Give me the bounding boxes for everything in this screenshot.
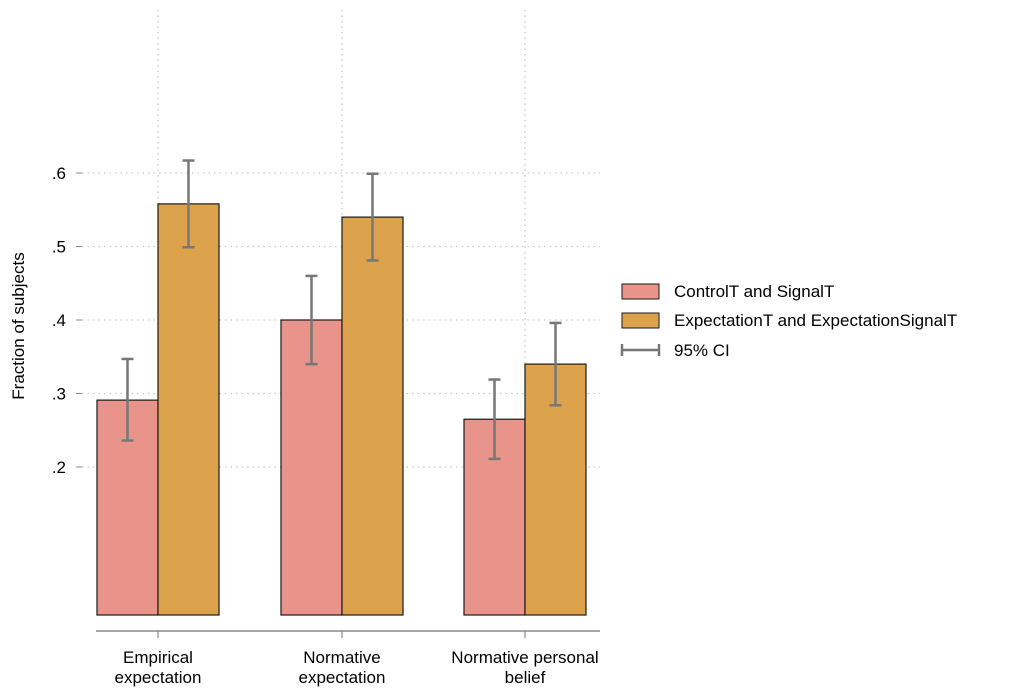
y-tick-label: .5: [52, 238, 66, 257]
x-tick-label-line: Empirical: [123, 648, 193, 667]
legend-item: ExpectationT and ExpectationSignalT: [621, 311, 957, 330]
y-tick-label: .2: [52, 458, 66, 477]
x-tick-label: Normative expectation: [299, 648, 386, 687]
x-tick-label: Normative personal belief: [451, 648, 598, 687]
legend-item: ControlT and SignalT: [621, 282, 834, 301]
x-tick-label-line: Normative: [303, 648, 380, 667]
legend: ControlT and SignalT ExpectationT and Exp…: [620, 282, 957, 360]
x-tick-label-line: expectation: [299, 668, 386, 687]
error-bar: [366, 172, 379, 262]
legend-swatch: [621, 283, 660, 300]
x-tick-label: Empirical expectation: [115, 648, 202, 687]
x-tick-label-line: belief: [505, 668, 546, 687]
y-tick-label: .6: [52, 164, 66, 183]
legend-label: 95% CI: [674, 341, 730, 360]
legend-item: 95% CI: [620, 341, 730, 360]
error-bar: [305, 274, 318, 366]
y-tick-label: .3: [52, 385, 66, 404]
legend-label: ExpectationT and ExpectationSignalT: [674, 311, 957, 330]
legend-label: ControlT and SignalT: [674, 282, 834, 301]
bars: [96, 203, 587, 616]
bar: [341, 216, 404, 616]
y-axis-label: Fraction of subjects: [9, 252, 28, 399]
legend-swatch: [621, 312, 660, 329]
error-bar: [121, 357, 134, 442]
error-bar: [549, 321, 562, 407]
error-bars: [121, 159, 562, 461]
x-tick-label-line: Normative personal: [451, 648, 598, 667]
x-tick-label-line: expectation: [115, 668, 202, 687]
error-bar: [488, 378, 501, 461]
bar: [280, 319, 343, 616]
bar: [157, 203, 220, 616]
y-tick-label: .4: [52, 311, 66, 330]
error-bar: [182, 159, 195, 249]
